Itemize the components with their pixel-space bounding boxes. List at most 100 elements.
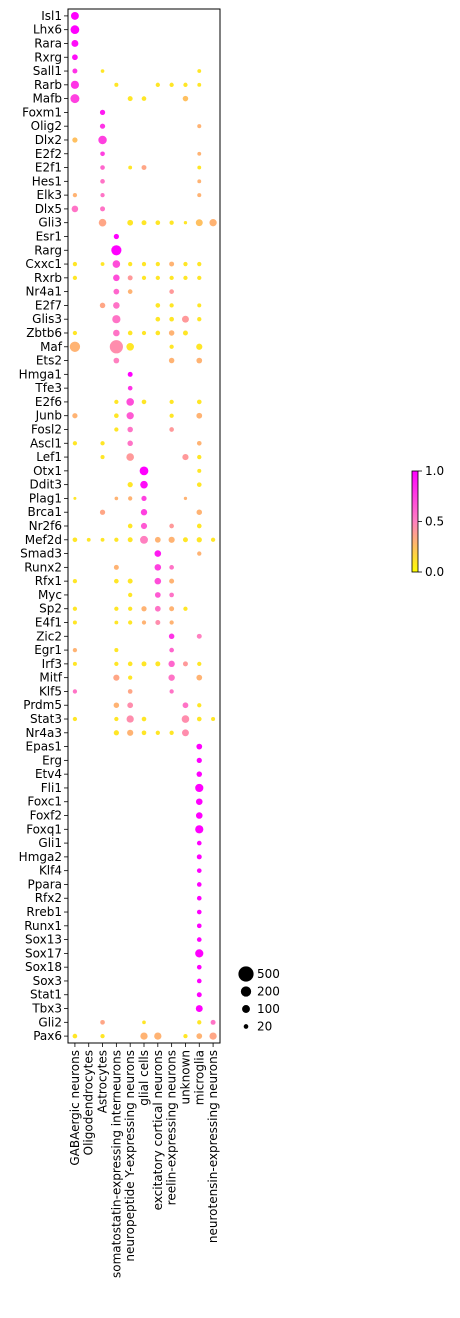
- dot-rfx2-microglia: [196, 895, 202, 901]
- gene-tick-labels: Isl1Lhx6RaraRxrgSall1RarbMafbFoxm1Olig2D…: [19, 9, 68, 1043]
- gene-label-elk3: Elk3: [37, 188, 63, 202]
- colorbar-tick-label: 1.0: [425, 464, 444, 478]
- dot-gli1-microglia: [196, 840, 202, 846]
- cell-label-oligodendrocytes: Oligodendrocytes: [82, 1050, 96, 1155]
- dot-rfx1-somatostatin-expressing-interneurons: [114, 578, 119, 584]
- gene-label-glis3: Glis3: [32, 312, 62, 326]
- dot-irf3-neuropeptide-y-expressing-neurons: [127, 661, 133, 667]
- cell-label-neuropeptide-y-expressing-neurons: neuropeptide Y-expressing neurons: [123, 1050, 137, 1262]
- dot-rxrb-glial-cells: [141, 275, 147, 280]
- gene-label-e2f6: E2f6: [35, 395, 62, 409]
- dot-nr2f6-neuropeptide-y-expressing-neurons: [127, 523, 133, 529]
- dot-sp2-somatostatin-expressing-interneurons: [114, 606, 119, 611]
- gene-label-zic2: Zic2: [36, 629, 62, 643]
- gene-label-ppara: Ppara: [28, 877, 63, 891]
- dot-mef2d-oligodendrocytes: [86, 537, 91, 542]
- dot-gli3-excitatory-cortical-neurons: [155, 220, 161, 226]
- gene-label-rxrb: Rxrb: [34, 271, 62, 285]
- dot-zbtb6-glial-cells: [141, 330, 147, 336]
- gene-label-foxq1: Foxq1: [26, 822, 62, 836]
- dot-pax6-excitatory-cortical-neurons: [154, 1032, 162, 1040]
- dot-rfx1-excitatory-cortical-neurons: [154, 577, 162, 585]
- gene-label-otx1: Otx1: [33, 464, 62, 478]
- gene-label-pax6: Pax6: [33, 1029, 62, 1043]
- dot-stat3-neurotensin-expressing-neurons: [211, 716, 216, 722]
- dot-foxm1-astrocytes: [99, 109, 106, 116]
- size-legend-dot-200: [240, 986, 252, 997]
- gene-label-sp2: Sp2: [39, 602, 62, 616]
- cell-label-gabaergic-neurons: GABAergic neurons: [68, 1050, 82, 1166]
- dot-gli2-astrocytes: [100, 1020, 105, 1025]
- gene-label-gli1: Gli1: [38, 836, 62, 850]
- dot-erg-microglia: [196, 757, 202, 763]
- dot-klf5-reelin-expressing-neurons: [169, 689, 174, 694]
- dot-e2f6-glial-cells: [141, 399, 147, 405]
- gene-label-foxc1: Foxc1: [27, 795, 62, 809]
- dot-cxxc1-astrocytes: [100, 262, 105, 266]
- gene-label-gli2: Gli2: [38, 1015, 62, 1029]
- gene-label-nr4a1: Nr4a1: [25, 285, 62, 299]
- dot-gli3-neurotensin-expressing-neurons: [209, 219, 217, 227]
- dot-stat1-microglia: [196, 992, 202, 998]
- dot-stat3-neuropeptide-y-expressing-neurons: [126, 715, 134, 723]
- dot-brca1-astrocytes: [99, 509, 106, 515]
- dot-nr4a3-glial-cells: [141, 730, 147, 736]
- gene-label-rfx1: Rfx1: [35, 574, 62, 588]
- gene-label-hes1: Hes1: [32, 174, 62, 188]
- gene-label-esr1: Esr1: [36, 229, 62, 243]
- gene-label-hmga1: Hmga1: [19, 367, 62, 381]
- gene-label-epas1: Epas1: [26, 740, 62, 754]
- dot-nr4a1-neuropeptide-y-expressing-neurons: [127, 289, 133, 294]
- colorbar-gradient: [411, 470, 419, 573]
- dot-e4f1-somatostatin-expressing-interneurons: [114, 620, 119, 625]
- gene-label-tbx3: Tbx3: [31, 1002, 62, 1016]
- gene-label-smad3: Smad3: [20, 547, 62, 561]
- dot-rreb1-microglia: [196, 909, 202, 915]
- cell-type-tick-labels: GABAergic neurons Oligodendrocytes Astrocy…: [68, 1043, 220, 1278]
- gene-label-tfe3: Tfe3: [34, 381, 62, 395]
- gene-label-sox3: Sox3: [33, 974, 62, 988]
- size-legend-dot-500: [238, 966, 254, 982]
- dot-otx1-microglia: [197, 468, 202, 473]
- gene-label-stat3: Stat3: [30, 712, 62, 726]
- dot-zic2-microglia: [196, 633, 202, 639]
- dot-fosl2-reelin-expressing-neurons: [169, 427, 174, 432]
- dot-elk3-microglia: [197, 193, 202, 198]
- dot-ets2-reelin-expressing-neurons: [168, 357, 175, 364]
- gene-label-ddit3: Ddit3: [29, 478, 62, 492]
- dot-myc-excitatory-cortical-neurons: [154, 592, 161, 598]
- dot-gli3-astrocytes: [98, 218, 107, 227]
- dot-sall1-microglia: [197, 69, 202, 73]
- colorbar-ticks: 0.0 0.5 1.0: [418, 464, 444, 579]
- dot-hmga1-neuropeptide-y-expressing-neurons: [127, 371, 133, 377]
- dot-gli3-microglia: [195, 219, 203, 227]
- dot-e2f2-astrocytes: [100, 151, 105, 157]
- gene-label-olig2: Olig2: [31, 119, 62, 133]
- dot-glis3-somatostatin-expressing-interneurons: [112, 315, 121, 324]
- gene-label-rarg: Rarg: [34, 243, 62, 257]
- gene-label-lef1: Lef1: [36, 450, 62, 464]
- dot-prdm5-neuropeptide-y-expressing-neurons: [127, 702, 134, 709]
- dot-stat3-glial-cells: [141, 716, 147, 722]
- dot-egr1-reelin-expressing-neurons: [169, 647, 174, 653]
- dot-maf-somatostatin-expressing-interneurons: [109, 340, 123, 354]
- dot-mitf-microglia: [196, 674, 203, 681]
- dot-lef1-unknown: [182, 453, 189, 461]
- dot-pax6-astrocytes: [100, 1033, 105, 1039]
- dot-e2f1-astrocytes: [100, 165, 105, 170]
- dot-otx1-glial-cells: [139, 466, 149, 476]
- dot-lef1-microglia: [197, 454, 202, 460]
- dot-sall1-gabaergic-neurons: [72, 68, 78, 74]
- dot-sp2-reelin-expressing-neurons: [169, 606, 175, 612]
- dot-lef1-astrocytes: [100, 455, 105, 460]
- dot-zbtb6-neuropeptide-y-expressing-neurons: [127, 330, 133, 336]
- dot-stat3-somatostatin-expressing-interneurons: [114, 716, 119, 722]
- dot-glis3-excitatory-cortical-neurons: [155, 316, 161, 322]
- dot-junb-gabaergic-neurons: [72, 413, 78, 419]
- dot-ascl1-microglia: [196, 440, 202, 446]
- dot-fli1-microglia: [195, 783, 204, 793]
- dot-e2f7-astrocytes: [99, 302, 106, 309]
- dot-ppara-microglia: [196, 882, 202, 887]
- dot-pax6-gabaergic-neurons: [72, 1033, 78, 1039]
- dot-sall1-astrocytes: [100, 69, 105, 73]
